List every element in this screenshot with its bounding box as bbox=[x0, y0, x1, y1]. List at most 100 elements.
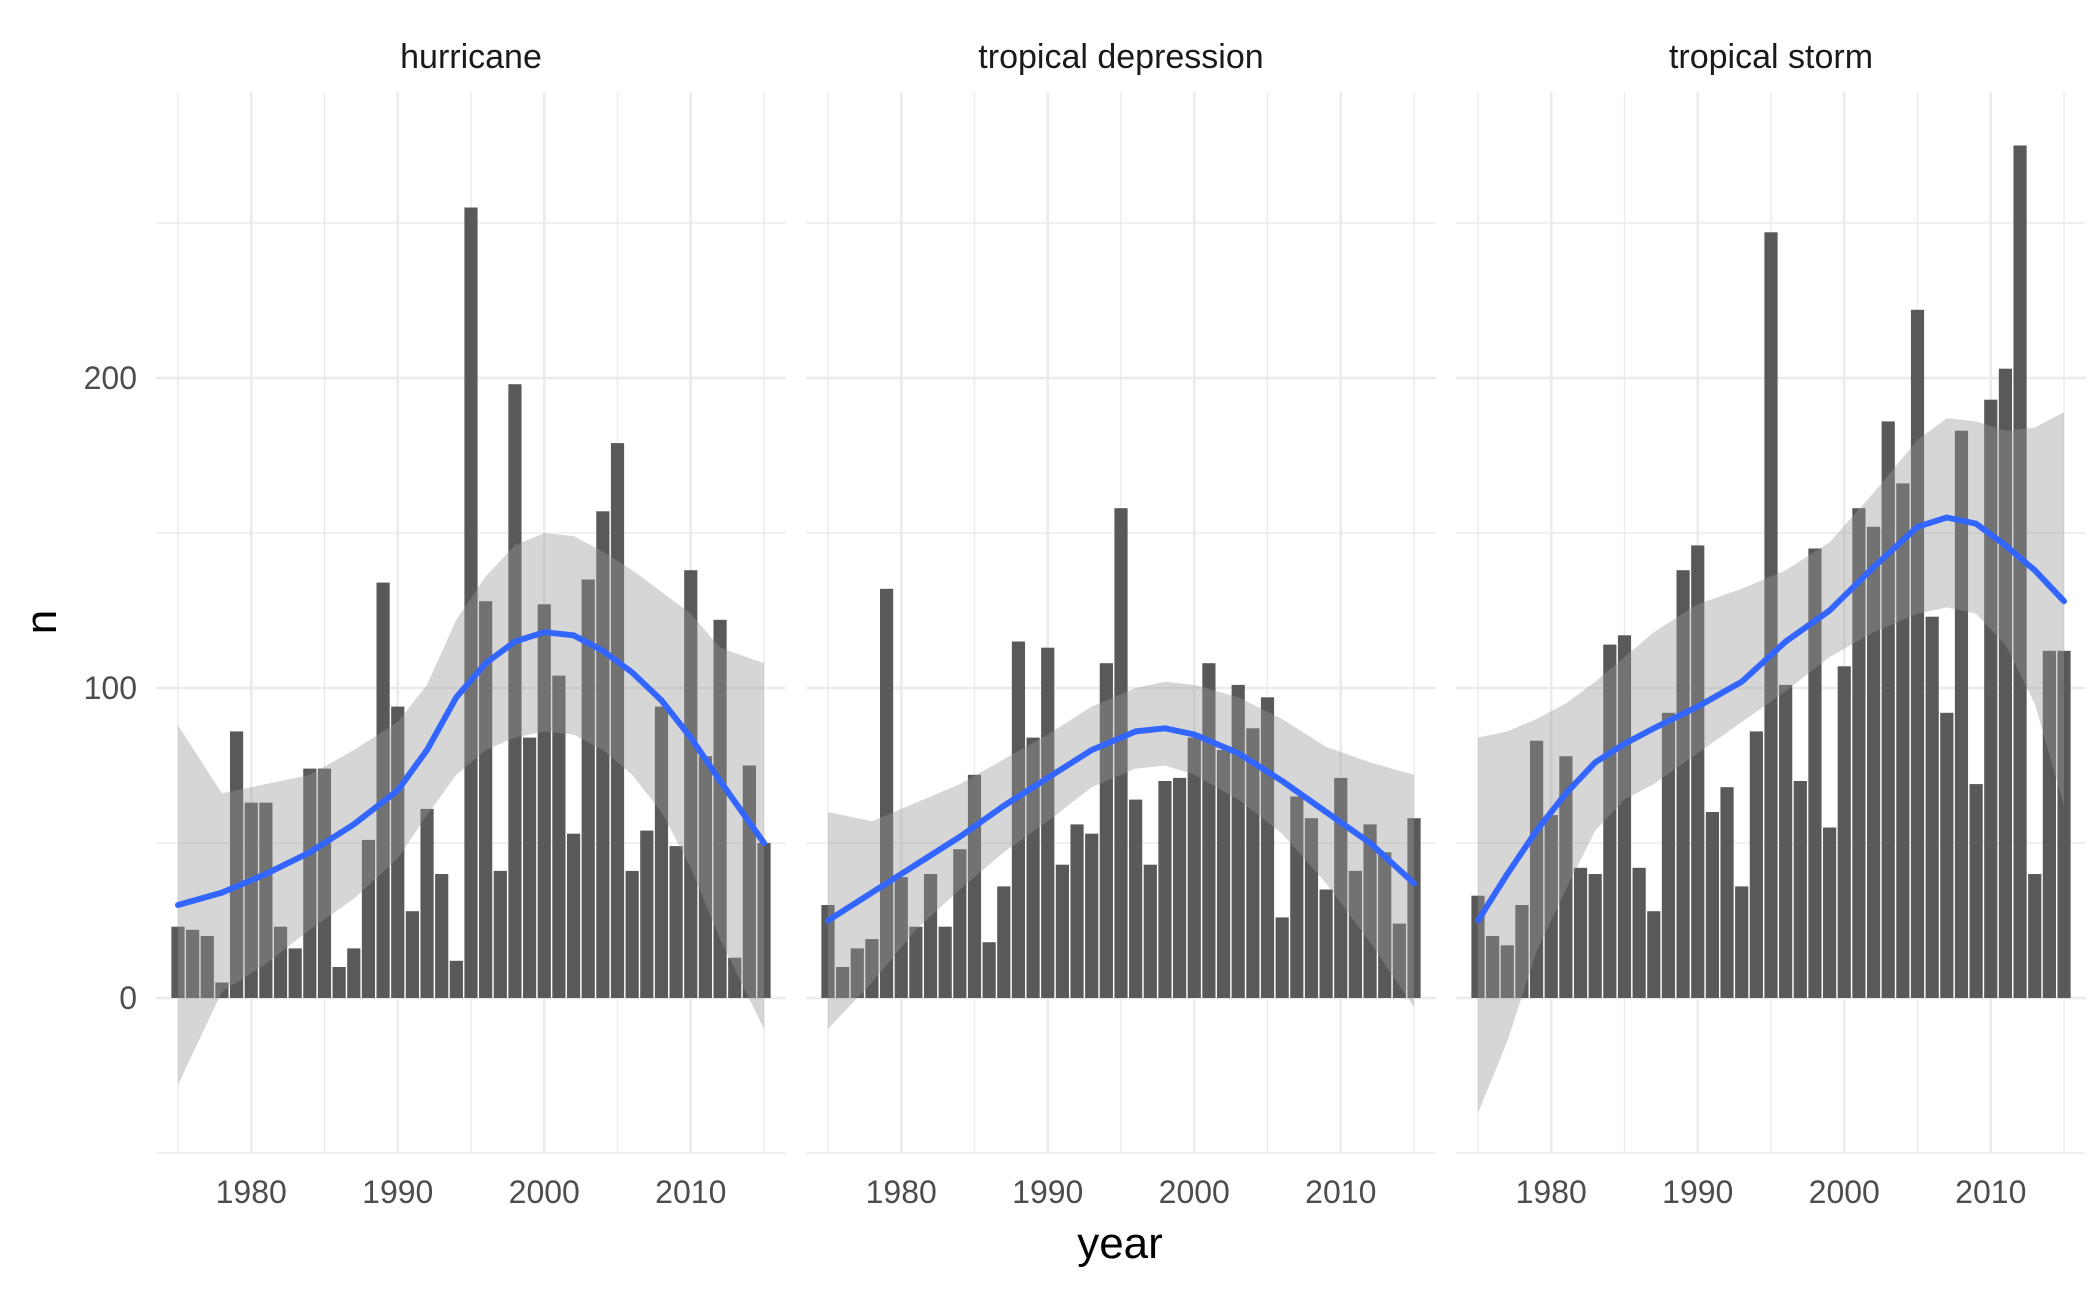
bar-1991 bbox=[1055, 864, 1069, 998]
bar-2014 bbox=[2042, 650, 2056, 998]
bar-1996 bbox=[1129, 799, 1143, 998]
bar-2004 bbox=[1246, 728, 1260, 998]
bar-1994 bbox=[449, 960, 463, 998]
bar-1979 bbox=[879, 588, 894, 998]
bar-2015 bbox=[1407, 818, 1421, 998]
x-tick-label: 2010 bbox=[1305, 1174, 1376, 1210]
bar-1979 bbox=[229, 731, 244, 998]
bar-1986 bbox=[332, 967, 346, 998]
bar-2008 bbox=[654, 706, 669, 998]
smooth-trend-line bbox=[175, 629, 767, 908]
bar-1993 bbox=[1735, 886, 1749, 998]
bar-2006 bbox=[1275, 917, 1289, 998]
bar-2015 bbox=[757, 843, 771, 998]
bar-2010 bbox=[1334, 777, 1348, 998]
facet-title: hurricane bbox=[400, 38, 542, 76]
bar-1983 bbox=[288, 948, 302, 998]
bar-2006 bbox=[625, 870, 639, 998]
bar-1998 bbox=[508, 384, 522, 998]
bar-2015 bbox=[2057, 650, 2071, 998]
x-tick-label: 2000 bbox=[1159, 1174, 1230, 1210]
x-tick-label: 1980 bbox=[1516, 1174, 1587, 1210]
bar-1985 bbox=[1617, 635, 1632, 998]
bar-1989 bbox=[376, 582, 390, 998]
bar-1976 bbox=[1486, 936, 1500, 998]
bar-2000 bbox=[1837, 666, 1851, 998]
bar-2005 bbox=[1910, 309, 1925, 998]
bar-2003 bbox=[581, 579, 595, 998]
bar-1984 bbox=[953, 849, 967, 998]
bar-1989 bbox=[1676, 570, 1690, 998]
bar-1987 bbox=[1647, 911, 1661, 998]
x-tick-label: 2000 bbox=[509, 1174, 580, 1210]
x-axis-title: year bbox=[1077, 1219, 1163, 1268]
bar-2010 bbox=[684, 570, 698, 998]
bar-1988 bbox=[361, 839, 376, 998]
bar-2014 bbox=[1392, 923, 1406, 998]
bar-2007 bbox=[640, 830, 654, 998]
bar-1998 bbox=[1158, 781, 1172, 998]
bar-1996 bbox=[1779, 684, 1793, 998]
facet-panel-0: hurricane 1980 1990 2000 2010 bbox=[156, 38, 786, 1210]
bar-1978 bbox=[215, 982, 229, 998]
bar-2012 bbox=[1363, 824, 1377, 998]
confidence-ribbon bbox=[1478, 412, 2064, 1113]
bar-2009 bbox=[669, 846, 683, 998]
bar-1980 bbox=[894, 877, 908, 998]
bar-1993 bbox=[1085, 833, 1099, 998]
bar-1990 bbox=[391, 706, 405, 998]
bar-2008 bbox=[1954, 430, 1969, 998]
bar-2000 bbox=[537, 604, 551, 998]
facet-panel-2: tropical storm 1980 1990 2000 2010 bbox=[1456, 38, 2086, 1210]
bar-2004 bbox=[596, 511, 610, 998]
x-tick-label: 2010 bbox=[1955, 1174, 2026, 1210]
x-tick-label: 2010 bbox=[655, 1174, 726, 1210]
bar-2002 bbox=[1216, 750, 1231, 998]
bar-1976 bbox=[836, 967, 850, 998]
x-tick-label: 1990 bbox=[362, 1174, 433, 1210]
bar-1997 bbox=[493, 870, 507, 998]
bar-1993 bbox=[435, 874, 449, 998]
bar-2013 bbox=[728, 957, 742, 998]
bar-2011 bbox=[1998, 368, 2013, 998]
bar-1982 bbox=[1573, 867, 1588, 998]
bar-2013 bbox=[2028, 874, 2042, 998]
x-tick-label: 1990 bbox=[1012, 1174, 1083, 1210]
bar-1990 bbox=[1691, 545, 1705, 998]
bar-1988 bbox=[1011, 641, 1026, 998]
bar-1996 bbox=[479, 601, 493, 998]
bar-1991 bbox=[405, 911, 419, 998]
facet-title: tropical depression bbox=[978, 38, 1263, 76]
bar-1981 bbox=[1559, 756, 1573, 998]
bar-1999 bbox=[1173, 777, 1187, 998]
bar-1984 bbox=[303, 768, 317, 998]
bar-1983 bbox=[1588, 874, 1602, 998]
bar-1988 bbox=[1661, 712, 1676, 998]
bar-1978 bbox=[1515, 905, 1529, 998]
y-axis-title: n bbox=[17, 610, 66, 634]
bar-1995 bbox=[1764, 232, 1778, 999]
bar-2007 bbox=[1290, 796, 1304, 998]
bar-1992 bbox=[420, 808, 434, 998]
bar-1986 bbox=[982, 942, 996, 998]
bar-1999 bbox=[1823, 827, 1837, 998]
bar-1980 bbox=[244, 802, 258, 998]
bar-2001 bbox=[1852, 508, 1866, 998]
bar-2002 bbox=[566, 833, 581, 998]
bar-1976 bbox=[186, 929, 200, 998]
bar-1999 bbox=[523, 737, 537, 998]
bar-2009 bbox=[1319, 889, 1333, 998]
bar-2007 bbox=[1940, 712, 1954, 998]
facet-title: tropical storm bbox=[1669, 38, 1873, 76]
bar-1975 bbox=[821, 905, 835, 998]
bar-1984 bbox=[1603, 644, 1617, 998]
bar-1992 bbox=[1070, 824, 1084, 998]
bar-2000 bbox=[1187, 737, 1201, 998]
bar-1981 bbox=[259, 802, 273, 998]
bar-1977 bbox=[850, 948, 864, 998]
bar-2008 bbox=[1304, 818, 1319, 998]
y-tick-label: 200 bbox=[84, 360, 137, 396]
bar-2010 bbox=[1984, 399, 1998, 998]
bar-1995 bbox=[1114, 508, 1128, 998]
